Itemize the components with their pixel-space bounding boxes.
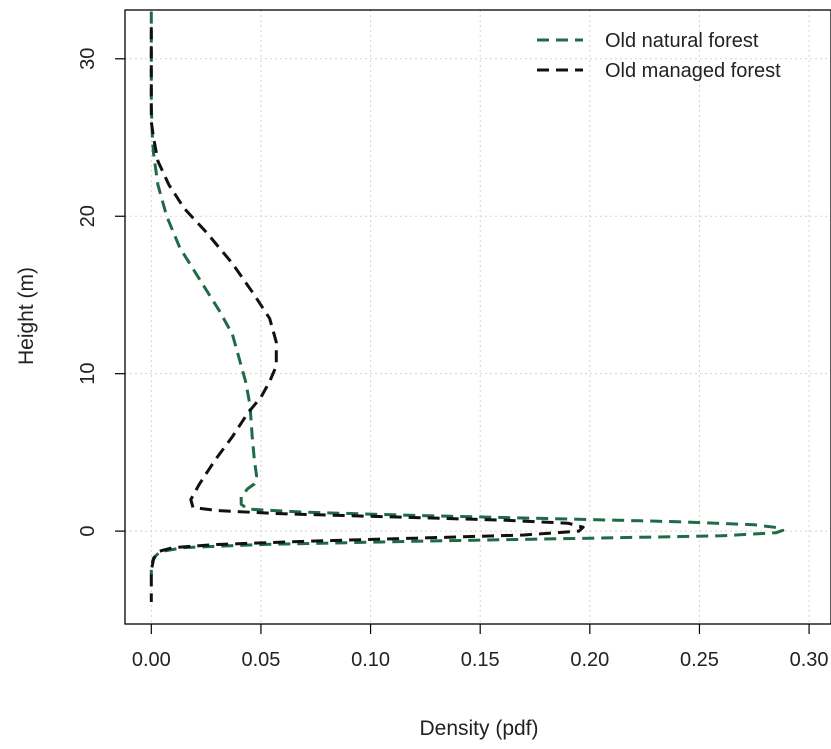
y-axis-title: Height (m) — [15, 267, 38, 365]
x-tick-label: 0.15 — [461, 649, 500, 671]
x-tick-label: 0.05 — [241, 649, 280, 671]
x-axis-title: Density (pdf) — [419, 717, 538, 740]
x-tick-label: 0.25 — [680, 649, 719, 671]
x-tick-label: 0.20 — [570, 649, 609, 671]
y-tick-label: 10 — [77, 363, 99, 385]
plot-frame — [124, 9, 831, 625]
x-tick-label: 0.10 — [351, 649, 390, 671]
legend: Old natural forest Old managed forest — [537, 30, 781, 82]
legend-label: Old managed forest — [605, 60, 781, 82]
series-lines — [149, 11, 785, 602]
legend-label: Old natural forest — [605, 30, 759, 52]
x-axis: 0.00 0.05 0.10 0.15 0.20 0.25 0.30 — [132, 624, 829, 671]
y-tick-label: 0 — [77, 526, 99, 537]
x-tick-label: 0.30 — [790, 649, 829, 671]
y-tick-label: 30 — [77, 48, 99, 70]
y-axis: 0 10 20 30 — [77, 48, 125, 537]
y-tick-label: 20 — [77, 205, 99, 227]
series-line-2 — [149, 27, 585, 602]
grid — [125, 10, 831, 624]
x-tick-label: 0.00 — [132, 649, 171, 671]
series-line-1 — [149, 11, 785, 576]
